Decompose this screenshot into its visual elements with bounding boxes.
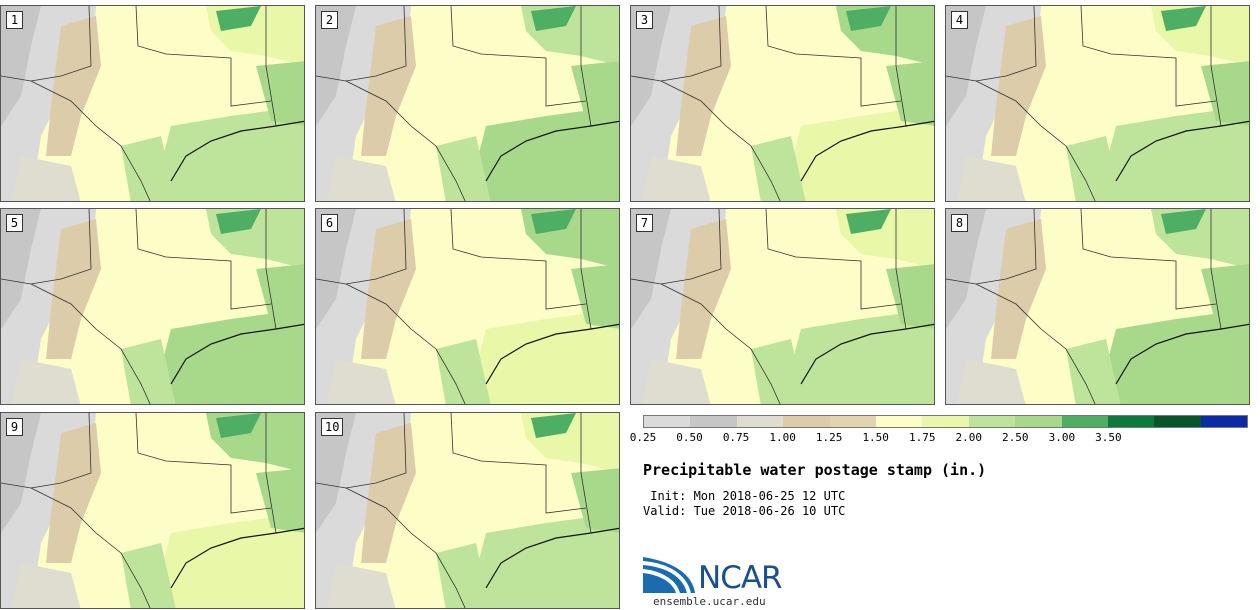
ncar-logo-icon — [643, 557, 695, 593]
legend-swatch — [736, 416, 784, 427]
color-legend: 0.25 0.50 0.75 1.00 1.25 1.50 1.75 2.00 2.50 3.00… — [630, 415, 1248, 445]
legend-swatch — [644, 416, 691, 427]
map-panel: 7 — [630, 208, 935, 405]
legend-swatch — [1015, 416, 1062, 427]
panel-number-label: 1 — [6, 11, 23, 29]
map-panel: 2 — [315, 5, 620, 202]
map-panel: 4 — [945, 5, 1250, 202]
precip-map — [946, 209, 1249, 404]
map-panel: 9 — [0, 412, 305, 609]
legend-tick-label: 3.00 — [1048, 431, 1076, 444]
map-panel: 5 — [0, 208, 305, 405]
legend-swatch — [690, 416, 737, 427]
legend-color-bar — [643, 415, 1248, 428]
legend-tick-label: 1.75 — [908, 431, 936, 444]
legend-tick-label: 0.50 — [676, 431, 703, 444]
map-panel: 3 — [630, 5, 935, 202]
precip-map — [316, 209, 619, 404]
chart-title: Precipitable water postage stamp (in.) — [643, 461, 987, 479]
init-time: Init: Mon 2018-06-25 12 UTC — [643, 489, 846, 503]
legend-tick-label: 3.50 — [1095, 431, 1122, 444]
legend-tick-label: 1.25 — [815, 431, 843, 444]
legend-swatch — [783, 416, 830, 427]
panel-number-label: 8 — [951, 214, 968, 232]
panel-number-label: 4 — [951, 11, 968, 29]
map-panel: 8 — [945, 208, 1250, 405]
legend-swatch — [1061, 416, 1108, 427]
panel-number-label: 6 — [321, 214, 338, 232]
legend-tick-label: 0.25 — [629, 431, 657, 444]
precip-map — [631, 209, 934, 404]
website-url[interactable]: ensemble.ucar.edu — [653, 595, 766, 608]
precip-map — [631, 6, 934, 201]
panel-number-label: 9 — [6, 418, 23, 436]
precip-map — [1, 209, 304, 404]
panel-number-label: 10 — [321, 418, 344, 436]
precip-map — [946, 6, 1249, 201]
precip-map — [1, 413, 304, 608]
legend-ticks: 0.25 0.50 0.75 1.00 1.25 1.50 1.75 2.00 2.50 3.00… — [630, 431, 1248, 445]
legend-swatch — [968, 416, 1016, 427]
panel-number-label: 2 — [321, 11, 338, 29]
legend-swatch — [1154, 416, 1201, 427]
legend-tick-label: 1.00 — [769, 431, 796, 444]
legend-swatch — [875, 416, 923, 427]
precip-map — [316, 413, 619, 608]
legend-swatch — [922, 416, 969, 427]
legend-tick-label: 2.00 — [955, 431, 983, 444]
map-panel: 10 — [315, 412, 620, 609]
valid-time: Valid: Tue 2018-06-26 10 UTC — [643, 504, 846, 518]
legend-swatch — [1200, 416, 1248, 427]
legend-swatch — [829, 416, 876, 427]
map-panel: 1 — [0, 5, 305, 202]
legend-tick-label: 1.50 — [862, 431, 889, 444]
map-panel: 6 — [315, 208, 620, 405]
panel-number-label: 7 — [636, 214, 653, 232]
legend-swatch — [1107, 416, 1155, 427]
precip-map — [316, 6, 619, 201]
logo-text: NCAR — [698, 560, 783, 596]
panel-number-label: 5 — [6, 214, 23, 232]
precip-map — [1, 6, 304, 201]
legend-tick-label: 0.75 — [722, 431, 750, 444]
legend-tick-label: 2.50 — [1002, 431, 1029, 444]
panel-number-label: 3 — [636, 11, 653, 29]
